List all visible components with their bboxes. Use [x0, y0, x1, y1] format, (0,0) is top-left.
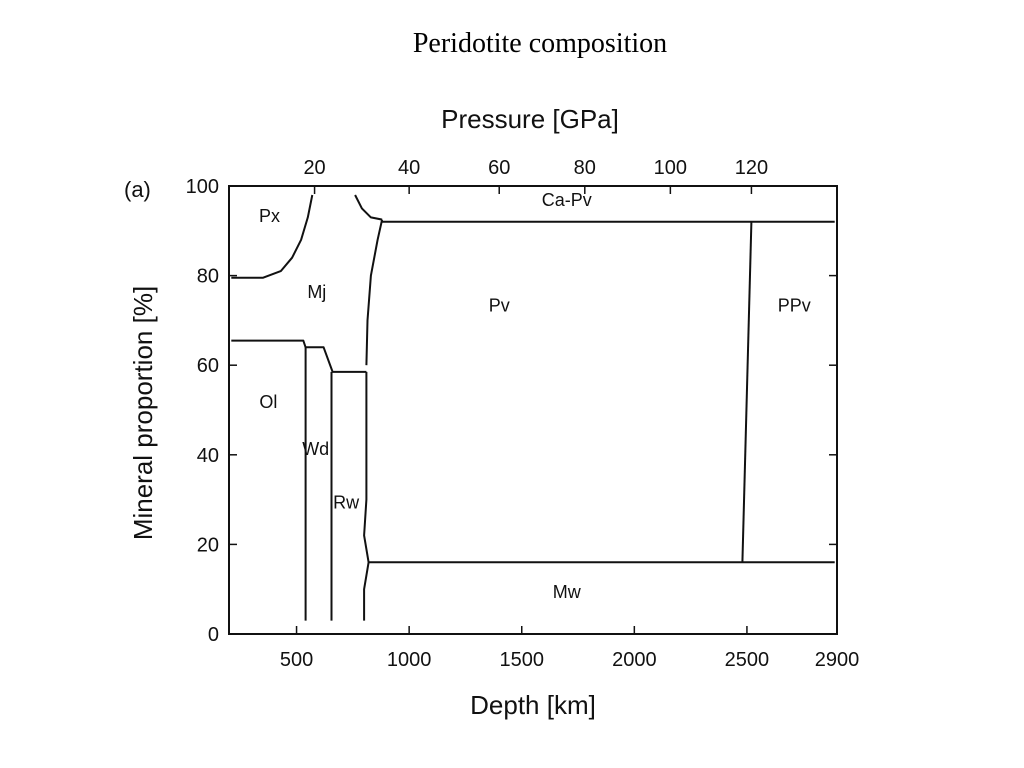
top-tick-label: 100 — [654, 157, 687, 179]
region-label-ca-pv: Ca-Pv — [542, 190, 592, 210]
y-tick-label: 80 — [197, 266, 219, 288]
y-tick-label: 60 — [197, 355, 219, 377]
y-tick-label: 40 — [197, 445, 219, 467]
phase-boundary-rw-pv — [363, 371, 370, 621]
slide-title: Peridotite composition — [412, 28, 668, 59]
region-label-mw: Mw — [553, 582, 582, 602]
y-axis-title: Mineral proportion [%] — [128, 286, 158, 540]
plot-frame — [228, 185, 838, 635]
x-tick-label: 2000 — [612, 649, 657, 671]
phase-boundary-pv-ppv — [741, 221, 753, 563]
phase-boundary-ol-mj — [231, 339, 367, 373]
phase-boundary-mj-pv — [365, 219, 384, 366]
region-label-wd: Wd — [302, 439, 329, 459]
y-tick-label: 100 — [186, 176, 219, 198]
y-tick-label: 20 — [197, 534, 219, 556]
x-axis-title: Depth [km] — [470, 690, 596, 720]
x-tick-label: 1500 — [499, 649, 544, 671]
top-tick-label: 80 — [574, 157, 596, 179]
top-axis-title: Pressure [GPa] — [441, 104, 619, 134]
x-tick-label: 1000 — [387, 649, 432, 671]
region-label-ppv: PPv — [778, 295, 811, 315]
top-tick-label: 120 — [735, 157, 768, 179]
phase-boundary-px-mj — [231, 194, 314, 279]
panel-label: (a) — [124, 177, 151, 202]
top-tick-label: 20 — [303, 157, 325, 179]
region-label-rw: Rw — [333, 493, 360, 513]
x-tick-label: 500 — [280, 649, 313, 671]
chart-ticks-layer — [229, 185, 838, 635]
chart-boundaries-layer — [231, 194, 835, 621]
region-label-px: Px — [259, 206, 280, 226]
region-label-ol: Ol — [259, 392, 277, 412]
y-tick-label: 0 — [208, 624, 219, 646]
region-label-mj: Mj — [307, 282, 326, 302]
top-tick-label: 60 — [488, 157, 510, 179]
chart-labels-layer: 500 1000 1500 2000 2500 2900 0 20 40 60 80 100 20 40 6… — [186, 157, 860, 671]
top-tick-label: 40 — [398, 157, 420, 179]
x-tick-label: 2900 — [815, 649, 860, 671]
x-tick-label: 2500 — [725, 649, 770, 671]
phase-boundary-mj-capv — [354, 194, 383, 221]
region-label-pv: Pv — [489, 295, 510, 315]
